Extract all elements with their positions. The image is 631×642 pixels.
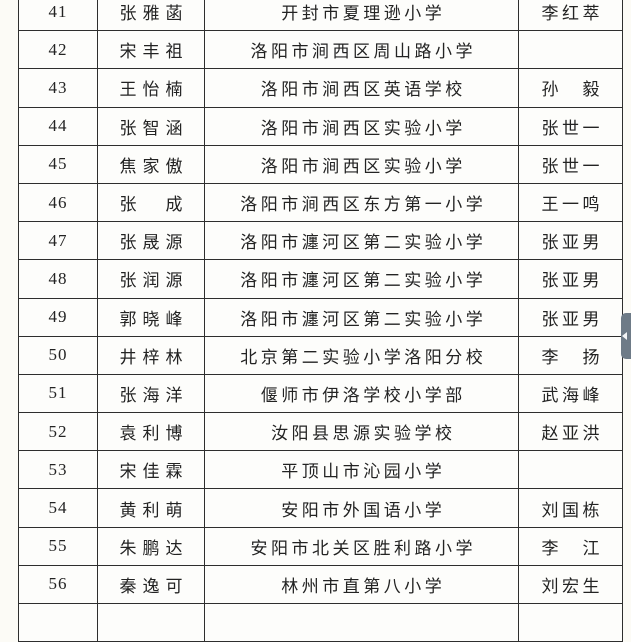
cell-teacher: 张亚男 xyxy=(518,221,623,261)
table-row: 49 郭晓峰 洛阳市瀍河区第二实验小学 张亚男 xyxy=(18,297,623,337)
cell-school: 开封市夏理逊小学 xyxy=(204,0,519,32)
cell-number: 55 xyxy=(18,526,98,566)
cell-teacher: 李 江 xyxy=(518,526,623,566)
cell-teacher: 李红萃 xyxy=(518,0,623,32)
cell-teacher: 张世一 xyxy=(518,106,623,146)
chevron-left-icon xyxy=(622,332,627,340)
table-row: 50 井梓林 北京第二实验小学洛阳分校 李 扬 xyxy=(18,335,623,375)
cell-school: 洛阳市涧西区实验小学 xyxy=(204,106,519,146)
side-float-button[interactable] xyxy=(621,313,631,359)
cell-teacher: 武海峰 xyxy=(518,373,623,414)
cell-teacher: 赵亚洪 xyxy=(518,412,623,452)
cell-student-name: 宋佳霖 xyxy=(97,450,205,490)
cell-teacher xyxy=(518,602,623,642)
cell-number: 47 xyxy=(18,221,98,261)
cell-teacher: 李 扬 xyxy=(518,335,623,375)
cell-student-name: 王怡楠 xyxy=(97,68,205,108)
table-row: 45 焦家傲 洛阳市涧西区实验小学 张世一 xyxy=(18,144,623,184)
cell-student-name: 张海洋 xyxy=(97,373,205,414)
cell-school: 洛阳市涧西区实验小学 xyxy=(204,144,519,184)
table-row: 51 张海洋 偃师市伊洛学校小学部 武海峰 xyxy=(18,373,623,414)
table-row: 46 张 成 洛阳市涧西区东方第一小学 王一鸣 xyxy=(18,182,623,223)
table-row: 48 张润源 洛阳市瀍河区第二实验小学 张亚男 xyxy=(18,259,623,299)
cell-teacher xyxy=(518,30,623,70)
cell-number xyxy=(18,602,98,642)
table-row: 52 袁利博 汝阳县思源实验学校 赵亚洪 xyxy=(18,412,623,452)
cell-teacher: 张世一 xyxy=(518,144,623,184)
table-row: 56 秦逸可 林州市直第八小学 刘宏生 xyxy=(18,564,623,605)
table-row: 41 张雅菡 开封市夏理逊小学 李红萃 xyxy=(18,0,623,32)
roster-table: 41 张雅菡 开封市夏理逊小学 李红萃 42 宋丰祖 洛阳市涧西区周山路小学 4… xyxy=(18,0,623,642)
table-body: 41 张雅菡 开封市夏理逊小学 李红萃 42 宋丰祖 洛阳市涧西区周山路小学 4… xyxy=(18,0,623,642)
cell-teacher: 张亚男 xyxy=(518,297,623,337)
cell-number: 52 xyxy=(18,412,98,452)
cell-number: 48 xyxy=(18,259,98,299)
cell-teacher: 孙 毅 xyxy=(518,68,623,108)
cell-school: 北京第二实验小学洛阳分校 xyxy=(204,335,519,375)
cell-number: 56 xyxy=(18,564,98,605)
table-row: 55 朱鹏达 安阳市北关区胜利路小学 李 江 xyxy=(18,526,623,566)
cell-number: 46 xyxy=(18,182,98,223)
cell-teacher: 刘国栋 xyxy=(518,488,623,528)
cell-school: 洛阳市涧西区东方第一小学 xyxy=(204,182,519,223)
cell-student-name: 张 成 xyxy=(97,182,205,223)
cell-student-name: 张晟源 xyxy=(97,221,205,261)
cell-school: 洛阳市涧西区周山路小学 xyxy=(204,30,519,70)
cell-student-name: 袁利博 xyxy=(97,412,205,452)
cell-student-name: 焦家傲 xyxy=(97,144,205,184)
cell-number: 53 xyxy=(18,450,98,490)
cell-school: 安阳市外国语小学 xyxy=(204,488,519,528)
cell-student-name: 宋丰祖 xyxy=(97,30,205,70)
cell-student-name: 张雅菡 xyxy=(97,0,205,32)
cell-number: 44 xyxy=(18,106,98,146)
cell-number: 45 xyxy=(18,144,98,184)
cell-student-name: 朱鹏达 xyxy=(97,526,205,566)
cell-school xyxy=(204,602,519,642)
cell-student-name: 张智涵 xyxy=(97,106,205,146)
table-row: 53 宋佳霖 平顶山市沁园小学 xyxy=(18,450,623,490)
cell-school: 洛阳市瀍河区第二实验小学 xyxy=(204,259,519,299)
table-row xyxy=(18,602,623,642)
cell-teacher: 张亚男 xyxy=(518,259,623,299)
cell-teacher xyxy=(518,450,623,490)
cell-school: 洛阳市瀍河区第二实验小学 xyxy=(204,221,519,261)
cell-school: 安阳市北关区胜利路小学 xyxy=(204,526,519,566)
cell-student-name: 郭晓峰 xyxy=(97,297,205,337)
cell-teacher: 王一鸣 xyxy=(518,182,623,223)
cell-school: 汝阳县思源实验学校 xyxy=(204,412,519,452)
cell-school: 洛阳市涧西区英语学校 xyxy=(204,68,519,108)
cell-number: 43 xyxy=(18,68,98,108)
cell-student-name: 井梓林 xyxy=(97,335,205,375)
cell-student-name xyxy=(97,602,205,642)
cell-number: 51 xyxy=(18,373,98,414)
cell-school: 偃师市伊洛学校小学部 xyxy=(204,373,519,414)
cell-number: 42 xyxy=(18,30,98,70)
cell-number: 50 xyxy=(18,335,98,375)
cell-student-name: 黄利萌 xyxy=(97,488,205,528)
cell-student-name: 秦逸可 xyxy=(97,564,205,605)
cell-number: 49 xyxy=(18,297,98,337)
table-row: 44 张智涵 洛阳市涧西区实验小学 张世一 xyxy=(18,106,623,146)
table-row: 47 张晟源 洛阳市瀍河区第二实验小学 张亚男 xyxy=(18,221,623,261)
cell-student-name: 张润源 xyxy=(97,259,205,299)
cell-school: 林州市直第八小学 xyxy=(204,564,519,605)
table-row: 43 王怡楠 洛阳市涧西区英语学校 孙 毅 xyxy=(18,68,623,108)
cell-school: 洛阳市瀍河区第二实验小学 xyxy=(204,297,519,337)
table-row: 54 黄利萌 安阳市外国语小学 刘国栋 xyxy=(18,488,623,528)
cell-number: 41 xyxy=(18,0,98,32)
table-row: 42 宋丰祖 洛阳市涧西区周山路小学 xyxy=(18,30,623,70)
cell-number: 54 xyxy=(18,488,98,528)
roster-table-wrap: 41 张雅菡 开封市夏理逊小学 李红萃 42 宋丰祖 洛阳市涧西区周山路小学 4… xyxy=(18,0,623,642)
cell-school: 平顶山市沁园小学 xyxy=(204,450,519,490)
cell-teacher: 刘宏生 xyxy=(518,564,623,605)
